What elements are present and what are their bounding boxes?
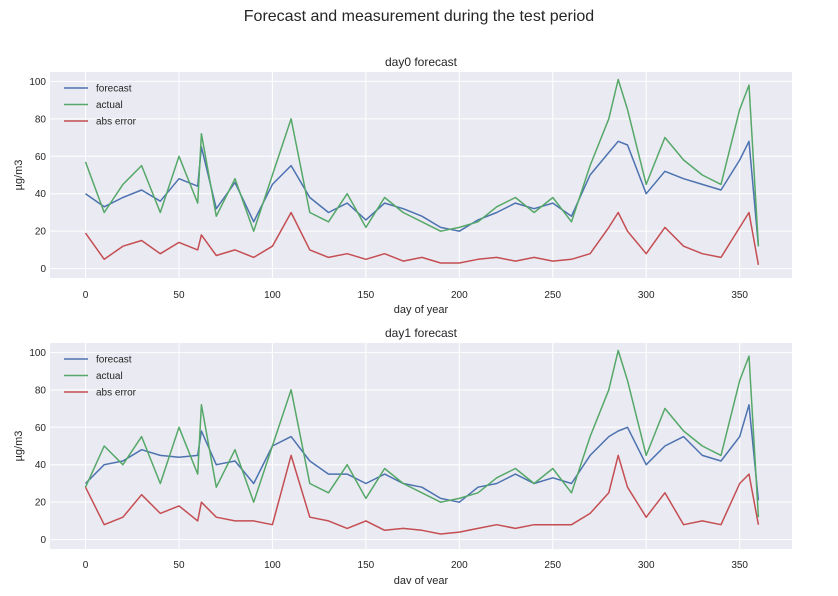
y-axis-label: µg/m3	[13, 160, 25, 191]
x-tick-label: 150	[358, 560, 375, 571]
legend-label-actual: actual	[96, 100, 123, 111]
y-tick-label: 60	[35, 423, 47, 434]
x-tick-label: 0	[83, 290, 89, 301]
series-line-abs-error	[84, 454, 760, 535]
chart-title: day0 forecast	[385, 55, 458, 69]
x-tick-label: 150	[358, 290, 375, 301]
day1-forecast-chart: 0 50 100 150 200 250 300 350 0 20 40 60 80 100 day1 fo…	[13, 326, 792, 584]
x-tick-label: 100	[264, 290, 281, 301]
legend-label-forecast: forecast	[96, 84, 132, 95]
y-tick-label: 0	[40, 535, 46, 546]
figure-title: Forecast and measurement during the test…	[243, 8, 595, 25]
x-axis-label: day of year	[394, 304, 449, 316]
y-tick-label: 20	[35, 227, 47, 238]
x-axis-label: day of year	[394, 575, 449, 584]
x-tick-label: 50	[173, 290, 185, 301]
plot-area	[50, 343, 792, 549]
chart-title: day1 forecast	[385, 326, 458, 340]
legend-label-abs-error: abs error	[96, 388, 137, 399]
x-tick-label: 0	[83, 560, 89, 571]
x-tick-label: 100	[264, 560, 281, 571]
series-line-actual	[84, 78, 760, 247]
x-tick-label: 250	[544, 560, 561, 571]
y-tick-label: 40	[35, 460, 47, 471]
x-tick-label: 200	[451, 290, 468, 301]
y-tick-label: 80	[35, 114, 47, 125]
series-line-actual	[84, 349, 760, 518]
y-tick-label: 20	[35, 498, 47, 509]
series-line-abs-error	[84, 211, 760, 266]
y-tick-label: 100	[29, 77, 46, 88]
x-tick-label: 300	[638, 560, 655, 571]
y-tick-label: 40	[35, 189, 47, 200]
x-tick-label: 350	[731, 290, 748, 301]
x-tick-label: 250	[544, 290, 561, 301]
y-tick-label: 100	[29, 348, 46, 359]
day0-forecast-chart: 0 50 100 150 200 250 300 350 0 20 40 60 80 100 day0 fo…	[13, 55, 792, 316]
x-tick-label: 200	[451, 560, 468, 571]
x-tick-label: 50	[173, 560, 185, 571]
y-tick-label: 80	[35, 385, 47, 396]
y-tick-label: 60	[35, 152, 47, 163]
y-axis-label: µg/m3	[13, 431, 25, 462]
legend-label-abs-error: abs error	[96, 117, 137, 128]
plot-area	[50, 72, 792, 278]
legend-label-forecast: forecast	[96, 355, 132, 366]
y-tick-label: 0	[40, 264, 46, 275]
x-tick-label: 350	[731, 560, 748, 571]
x-tick-label: 300	[638, 290, 655, 301]
legend-label-actual: actual	[96, 371, 123, 382]
